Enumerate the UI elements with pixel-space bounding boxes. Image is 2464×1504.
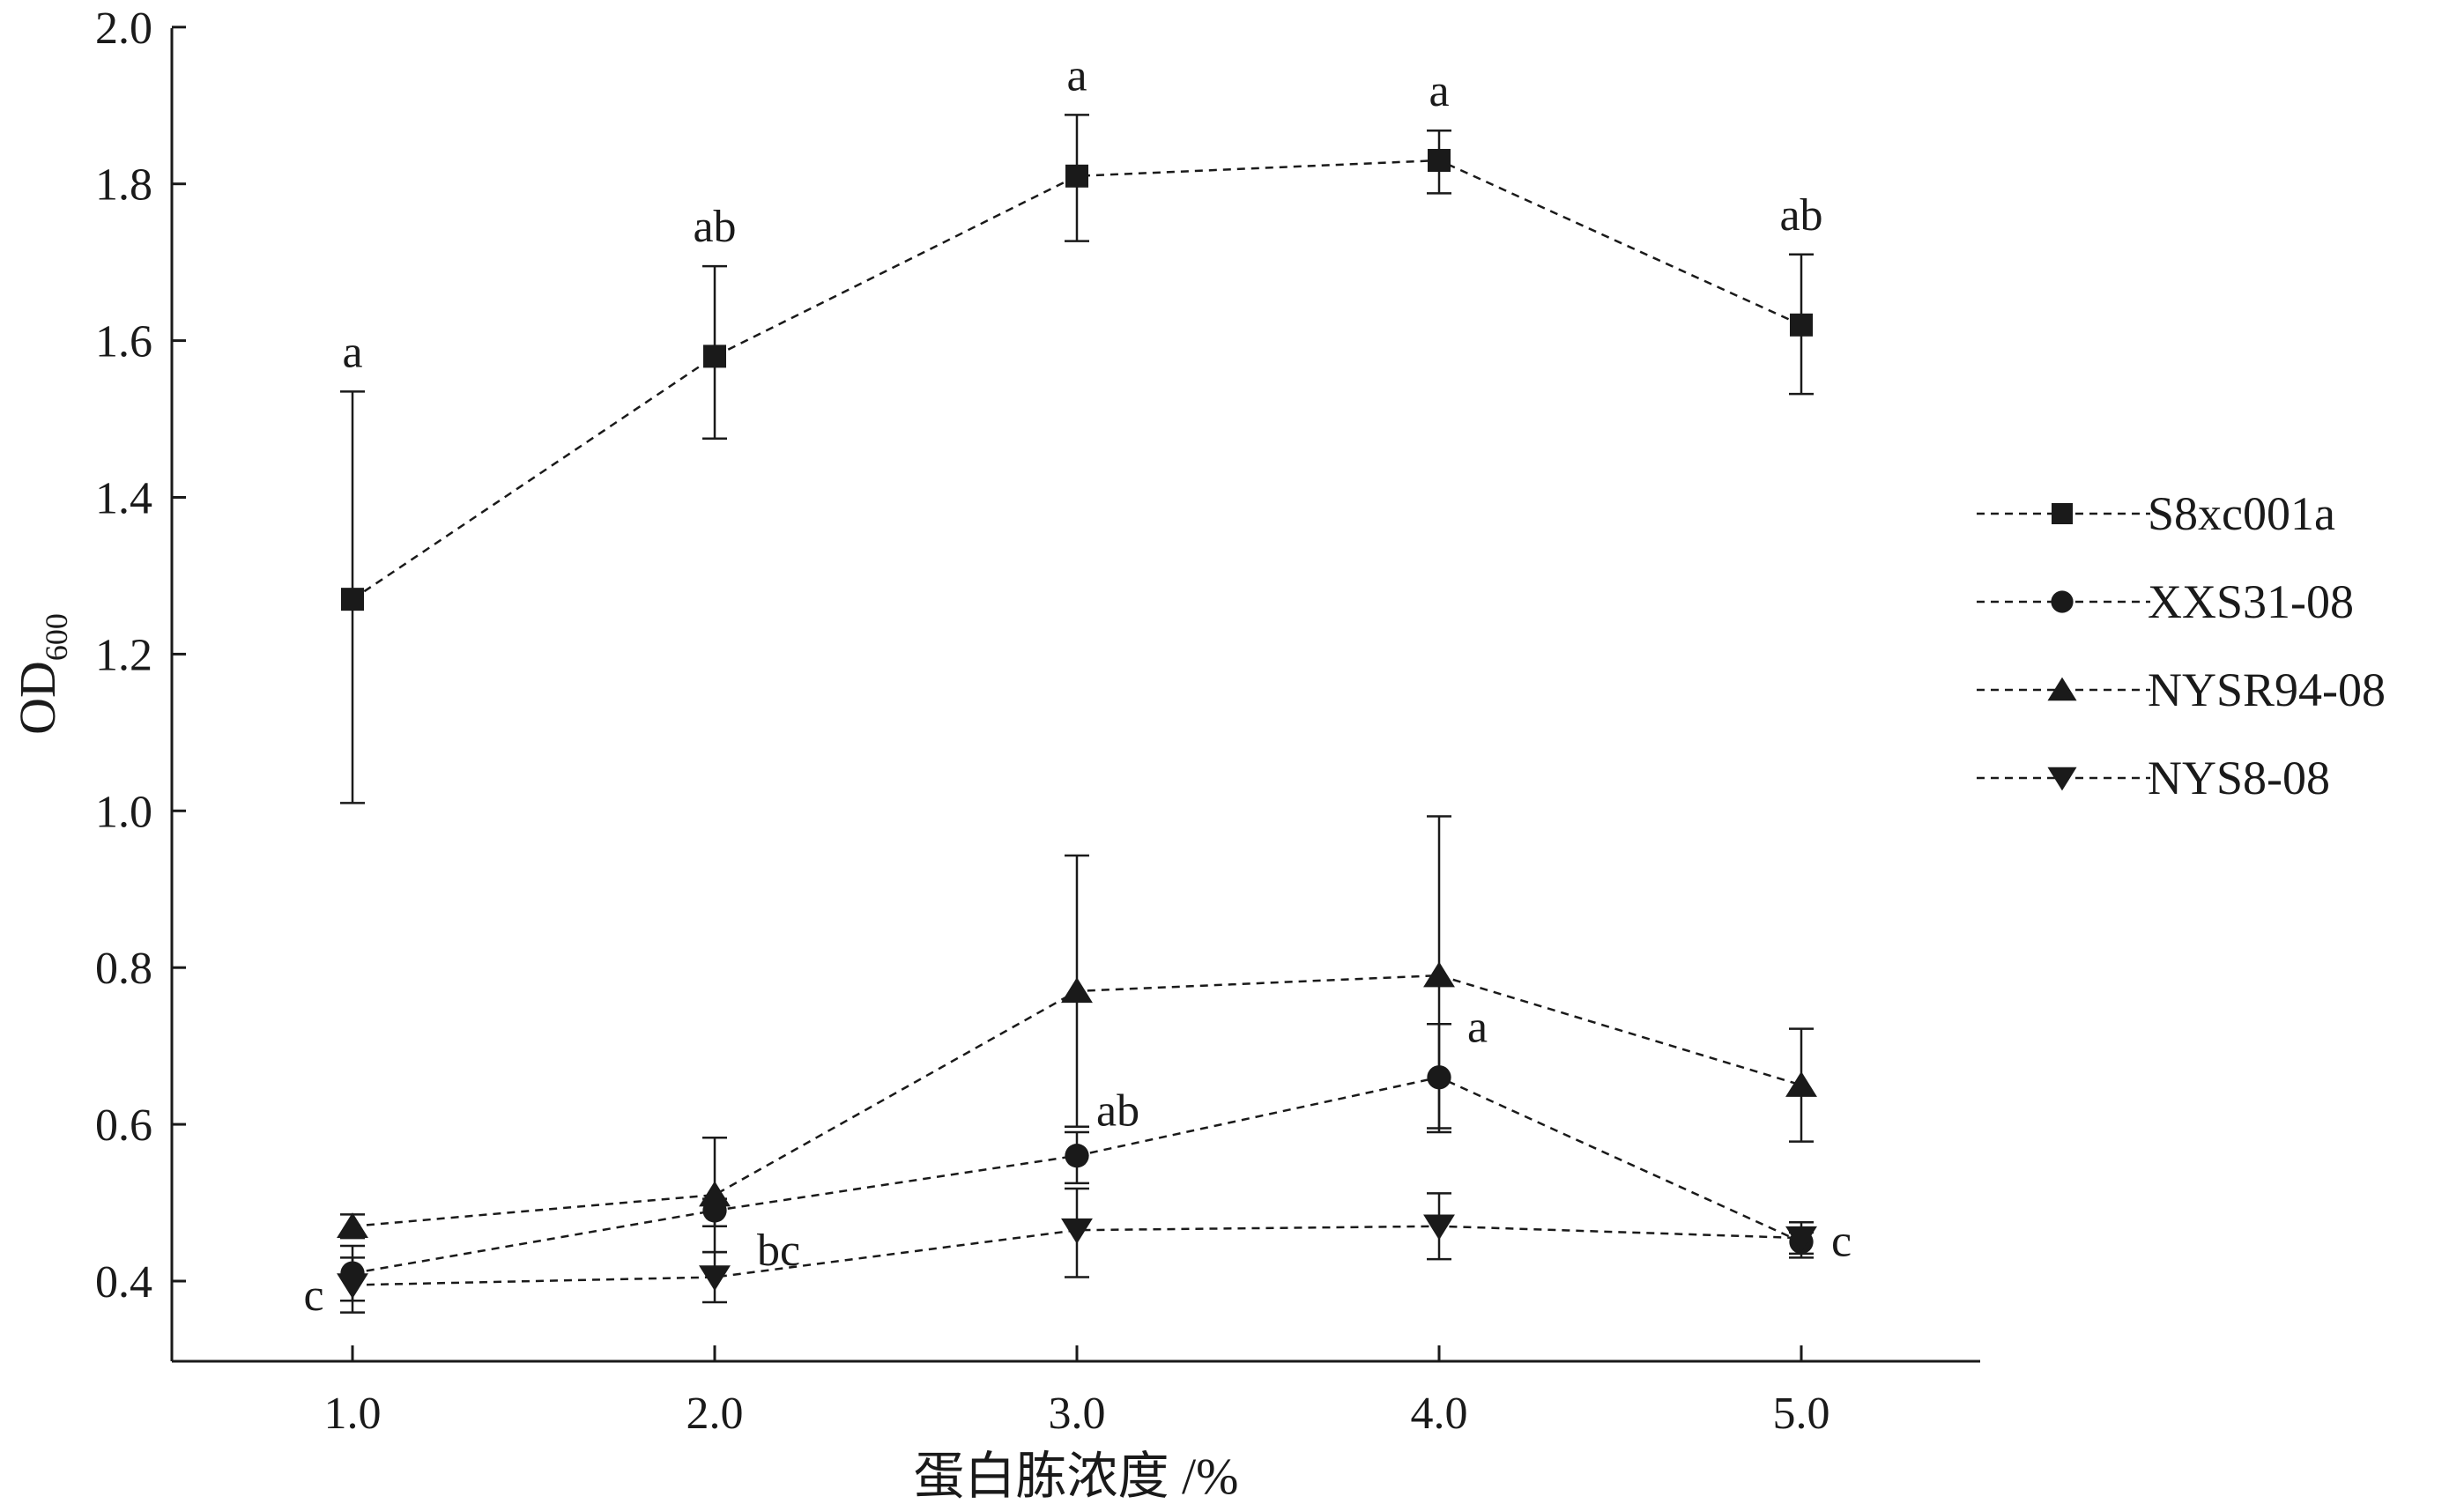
- x-ticks: 1.0 2.0 3.0 4.0 5.0: [324, 1345, 1830, 1439]
- legend-item: NYS8-08: [1977, 752, 2330, 804]
- legend-label: NYS8-08: [2148, 752, 2330, 804]
- y-tick-label: 1.2: [95, 630, 152, 680]
- y-tick-label: 1.8: [95, 160, 152, 211]
- series-xxs31-08: [340, 1022, 1814, 1302]
- y-tick-label: 1.0: [95, 787, 152, 837]
- significance-label: ab: [693, 202, 736, 252]
- legend-marker-square: [2052, 503, 2073, 524]
- series-s8xc001a: [340, 114, 1814, 804]
- significance-label: bc: [757, 1226, 800, 1276]
- y-tick-label: 1.4: [95, 474, 152, 524]
- y-axis-title-subscript: 600: [39, 613, 74, 661]
- series-layer: [337, 114, 1817, 1314]
- data-point-square: [1790, 313, 1813, 337]
- significance-label: ab: [1779, 190, 1822, 241]
- legend-marker-circle: [2051, 590, 2074, 613]
- data-point-triangle-up: [1423, 961, 1455, 988]
- y-tick-label: 0.8: [95, 944, 152, 994]
- y-tick-label: 0.4: [95, 1257, 152, 1308]
- x-tick-label: 2.0: [687, 1389, 744, 1439]
- series-line-nys8-08: [352, 1225, 1802, 1286]
- x-tick-label: 1.0: [324, 1389, 382, 1439]
- y-tick-label: 1.6: [95, 317, 152, 367]
- y-tick-label: 2.0: [95, 4, 152, 54]
- y-axis-title-main: OD: [9, 661, 66, 735]
- significance-label: c: [1831, 1217, 1852, 1267]
- data-point-triangle-down: [1785, 1226, 1817, 1252]
- x-tick-label: 4.0: [1411, 1389, 1468, 1439]
- significance-label: c: [303, 1271, 323, 1321]
- legend-label: S8xc001a: [2148, 487, 2335, 540]
- data-point-square: [341, 588, 364, 611]
- significance-label: a: [342, 327, 362, 377]
- significance-label: a: [1429, 66, 1449, 116]
- significance-label: a: [1066, 50, 1087, 100]
- significance-labels: a ab a a ab c bc ab a c: [303, 50, 1852, 1321]
- data-point-triangle-down: [1423, 1214, 1455, 1241]
- x-tick-label: 3.0: [1049, 1389, 1106, 1439]
- y-tick-label: 0.6: [95, 1100, 152, 1151]
- data-point-circle: [1065, 1144, 1089, 1168]
- x-tick-label: 5.0: [1773, 1389, 1830, 1439]
- significance-label: ab: [1096, 1086, 1139, 1137]
- significance-label: a: [1467, 1003, 1488, 1053]
- series-nys8-08: [337, 1187, 1817, 1314]
- legend-label: XXS31-08: [2148, 575, 2354, 628]
- data-point-triangle-up: [1061, 977, 1093, 1004]
- y-axis-title: OD600: [9, 613, 74, 735]
- data-point-triangle-up: [337, 1212, 368, 1238]
- legend-marker-triangle-down: [2047, 767, 2077, 791]
- data-point-square: [1428, 149, 1451, 173]
- data-point-triangle-up: [1785, 1071, 1817, 1097]
- legend-item: NYSR94-08: [1977, 663, 2386, 716]
- x-axis-title: 蛋白胨浓度 /%: [914, 1448, 1239, 1504]
- legend-item: XXS31-08: [1977, 575, 2354, 628]
- legend-marker-triangle-up: [2047, 677, 2077, 701]
- legend: S8xc001a XXS31-08 NYSR94-08 NYS8-08: [1977, 487, 2386, 804]
- data-point-square: [703, 345, 726, 368]
- data-point-triangle-down: [699, 1265, 731, 1292]
- data-point-square: [1065, 164, 1088, 188]
- data-point-triangle-down: [1061, 1218, 1093, 1244]
- y-ticks: 0.4 0.6 0.8 1.0 1.2 1.4 1.6 1.8 2.0: [95, 4, 186, 1308]
- legend-item: S8xc001a: [1977, 487, 2335, 540]
- data-point-triangle-up: [699, 1181, 731, 1207]
- data-point-triangle-down: [337, 1273, 368, 1300]
- series-nysr94-08: [337, 815, 1817, 1254]
- legend-label: NYSR94-08: [2148, 663, 2386, 716]
